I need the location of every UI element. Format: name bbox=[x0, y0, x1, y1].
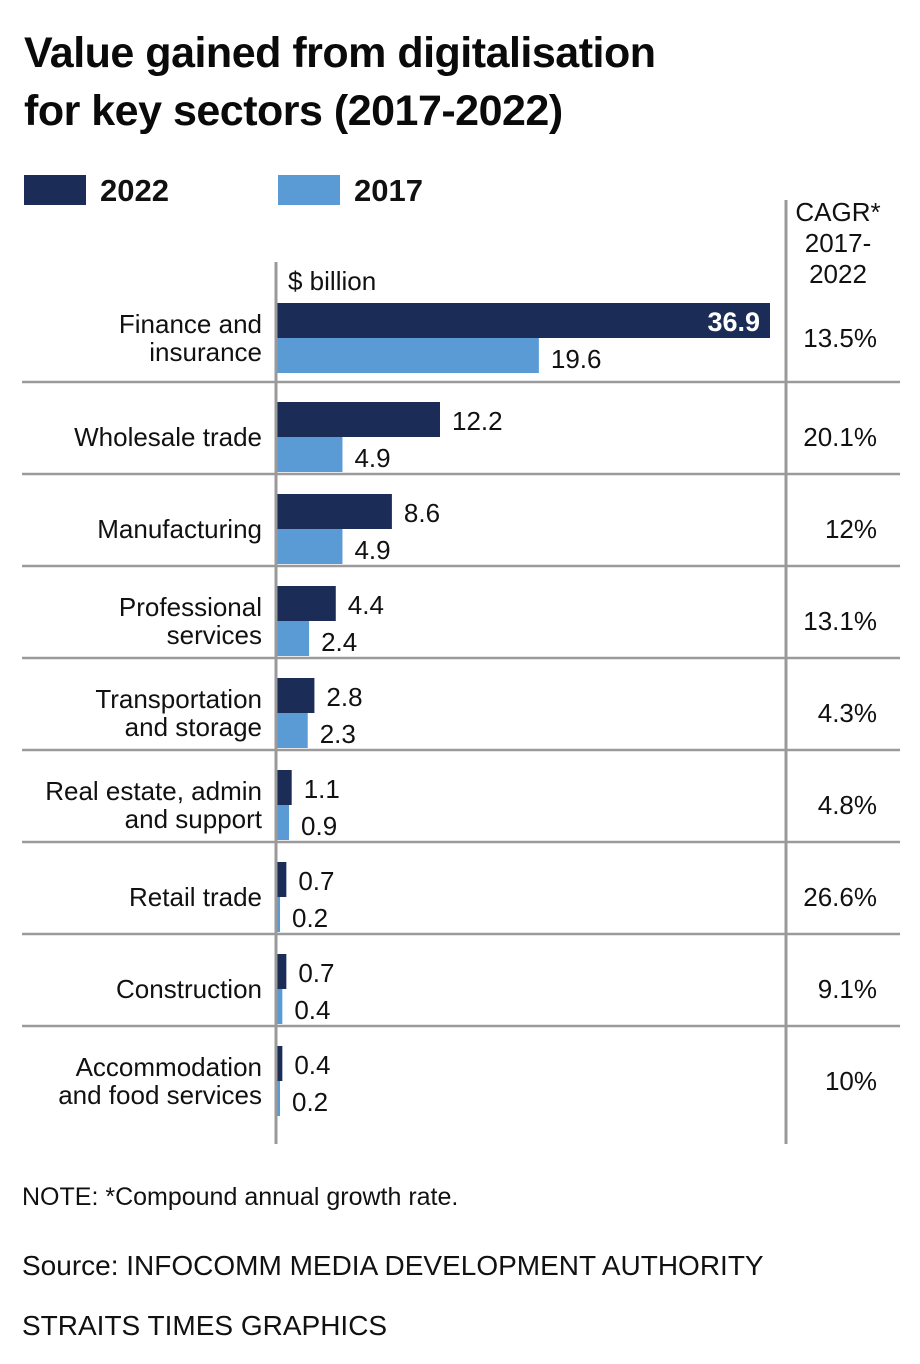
bar-2022 bbox=[277, 402, 440, 437]
cagr-value: 26.6% bbox=[803, 882, 877, 912]
category-label: Retail trade bbox=[129, 882, 262, 912]
value-label-2017: 0.4 bbox=[294, 995, 330, 1025]
category-label: Construction bbox=[116, 974, 262, 1004]
cagr-value: 4.8% bbox=[818, 790, 877, 820]
value-label-2017: 0.2 bbox=[292, 1087, 328, 1117]
cagr-value: 12% bbox=[825, 514, 877, 544]
value-label-2022: 4.4 bbox=[348, 590, 384, 620]
value-label-2022: 0.7 bbox=[298, 958, 334, 988]
value-label-2022: 12.2 bbox=[452, 406, 503, 436]
legend-swatch-2022 bbox=[24, 175, 86, 205]
cagr-header-line-2: 2017- bbox=[804, 228, 872, 258]
value-label-2022: 0.4 bbox=[294, 1050, 330, 1080]
chart-title: Value gained from digitalisation for key… bbox=[24, 24, 656, 140]
chart-title-line-1: Value gained from digitalisation bbox=[24, 29, 656, 77]
value-label-2022: 0.7 bbox=[298, 866, 334, 896]
bar-2017 bbox=[277, 989, 283, 1024]
bar-2022 bbox=[277, 494, 392, 529]
bar-2022 bbox=[277, 586, 336, 621]
legend-swatch-2017 bbox=[278, 175, 340, 205]
category-label: Finance and bbox=[119, 309, 262, 339]
bar-2017 bbox=[277, 713, 308, 748]
chart-title-line-2: for key sectors (2017-2022) bbox=[24, 87, 563, 135]
bar-2017 bbox=[277, 529, 343, 564]
category-label: Wholesale trade bbox=[74, 422, 262, 452]
cagr-value: 13.5% bbox=[803, 323, 877, 353]
value-label-2022: 36.9 bbox=[707, 307, 760, 337]
cagr-value: 10% bbox=[825, 1066, 877, 1096]
category-label: Transportation bbox=[95, 684, 262, 714]
bar-2022 bbox=[277, 954, 287, 989]
value-label-2017: 19.6 bbox=[551, 344, 602, 374]
category-label: and support bbox=[125, 804, 263, 834]
note-text: NOTE: *Compound annual growth rate. bbox=[22, 1183, 459, 1211]
bar-2017 bbox=[277, 621, 310, 656]
cagr-value: 13.1% bbox=[803, 606, 877, 636]
bar-2022 bbox=[277, 678, 315, 713]
category-label: and food services bbox=[58, 1080, 262, 1110]
value-label-2022: 2.8 bbox=[326, 682, 362, 712]
bar-2022 bbox=[277, 1046, 283, 1081]
value-label-2017: 0.9 bbox=[301, 811, 337, 841]
unit-label: $ billion bbox=[288, 266, 377, 296]
category-label: Real estate, admin bbox=[45, 776, 262, 806]
value-label-2017: 4.9 bbox=[354, 443, 390, 473]
value-label-2017: 0.2 bbox=[292, 903, 328, 933]
cagr-value: 4.3% bbox=[818, 698, 877, 728]
legend-label-2017: 2017 bbox=[354, 173, 423, 208]
bar-2017 bbox=[277, 805, 290, 840]
bar-2022 bbox=[277, 303, 770, 338]
value-label-2022: 1.1 bbox=[304, 774, 340, 804]
bar-2017 bbox=[277, 1081, 280, 1116]
source-text: Source: INFOCOMM MEDIA DEVELOPMENT AUTHO… bbox=[22, 1250, 764, 1281]
value-label-2017: 2.4 bbox=[321, 627, 357, 657]
category-label: and storage bbox=[125, 712, 262, 742]
category-label: services bbox=[167, 620, 262, 650]
cagr-header: CAGR* 2017- 2022 bbox=[790, 197, 886, 290]
value-label-2017: 2.3 bbox=[320, 719, 356, 749]
cagr-value: 20.1% bbox=[803, 422, 877, 452]
bar-2022 bbox=[277, 770, 292, 805]
credit-text: STRAITS TIMES GRAPHICS bbox=[22, 1310, 388, 1341]
legend-label-2022: 2022 bbox=[100, 173, 169, 208]
category-label: Accommodation bbox=[76, 1052, 262, 1082]
category-label: Professional bbox=[119, 592, 262, 622]
bar-2017 bbox=[277, 338, 539, 373]
cagr-header-line-3: 2022 bbox=[809, 259, 867, 289]
cagr-value: 9.1% bbox=[818, 974, 877, 1004]
cagr-header-line-1: CAGR* bbox=[795, 197, 881, 227]
value-label-2017: 4.9 bbox=[354, 535, 390, 565]
bar-2017 bbox=[277, 897, 280, 932]
bar-2022 bbox=[277, 862, 287, 897]
value-label-2022: 8.6 bbox=[404, 498, 440, 528]
bar-2017 bbox=[277, 437, 343, 472]
category-label: insurance bbox=[149, 337, 262, 367]
category-label: Manufacturing bbox=[97, 514, 262, 544]
